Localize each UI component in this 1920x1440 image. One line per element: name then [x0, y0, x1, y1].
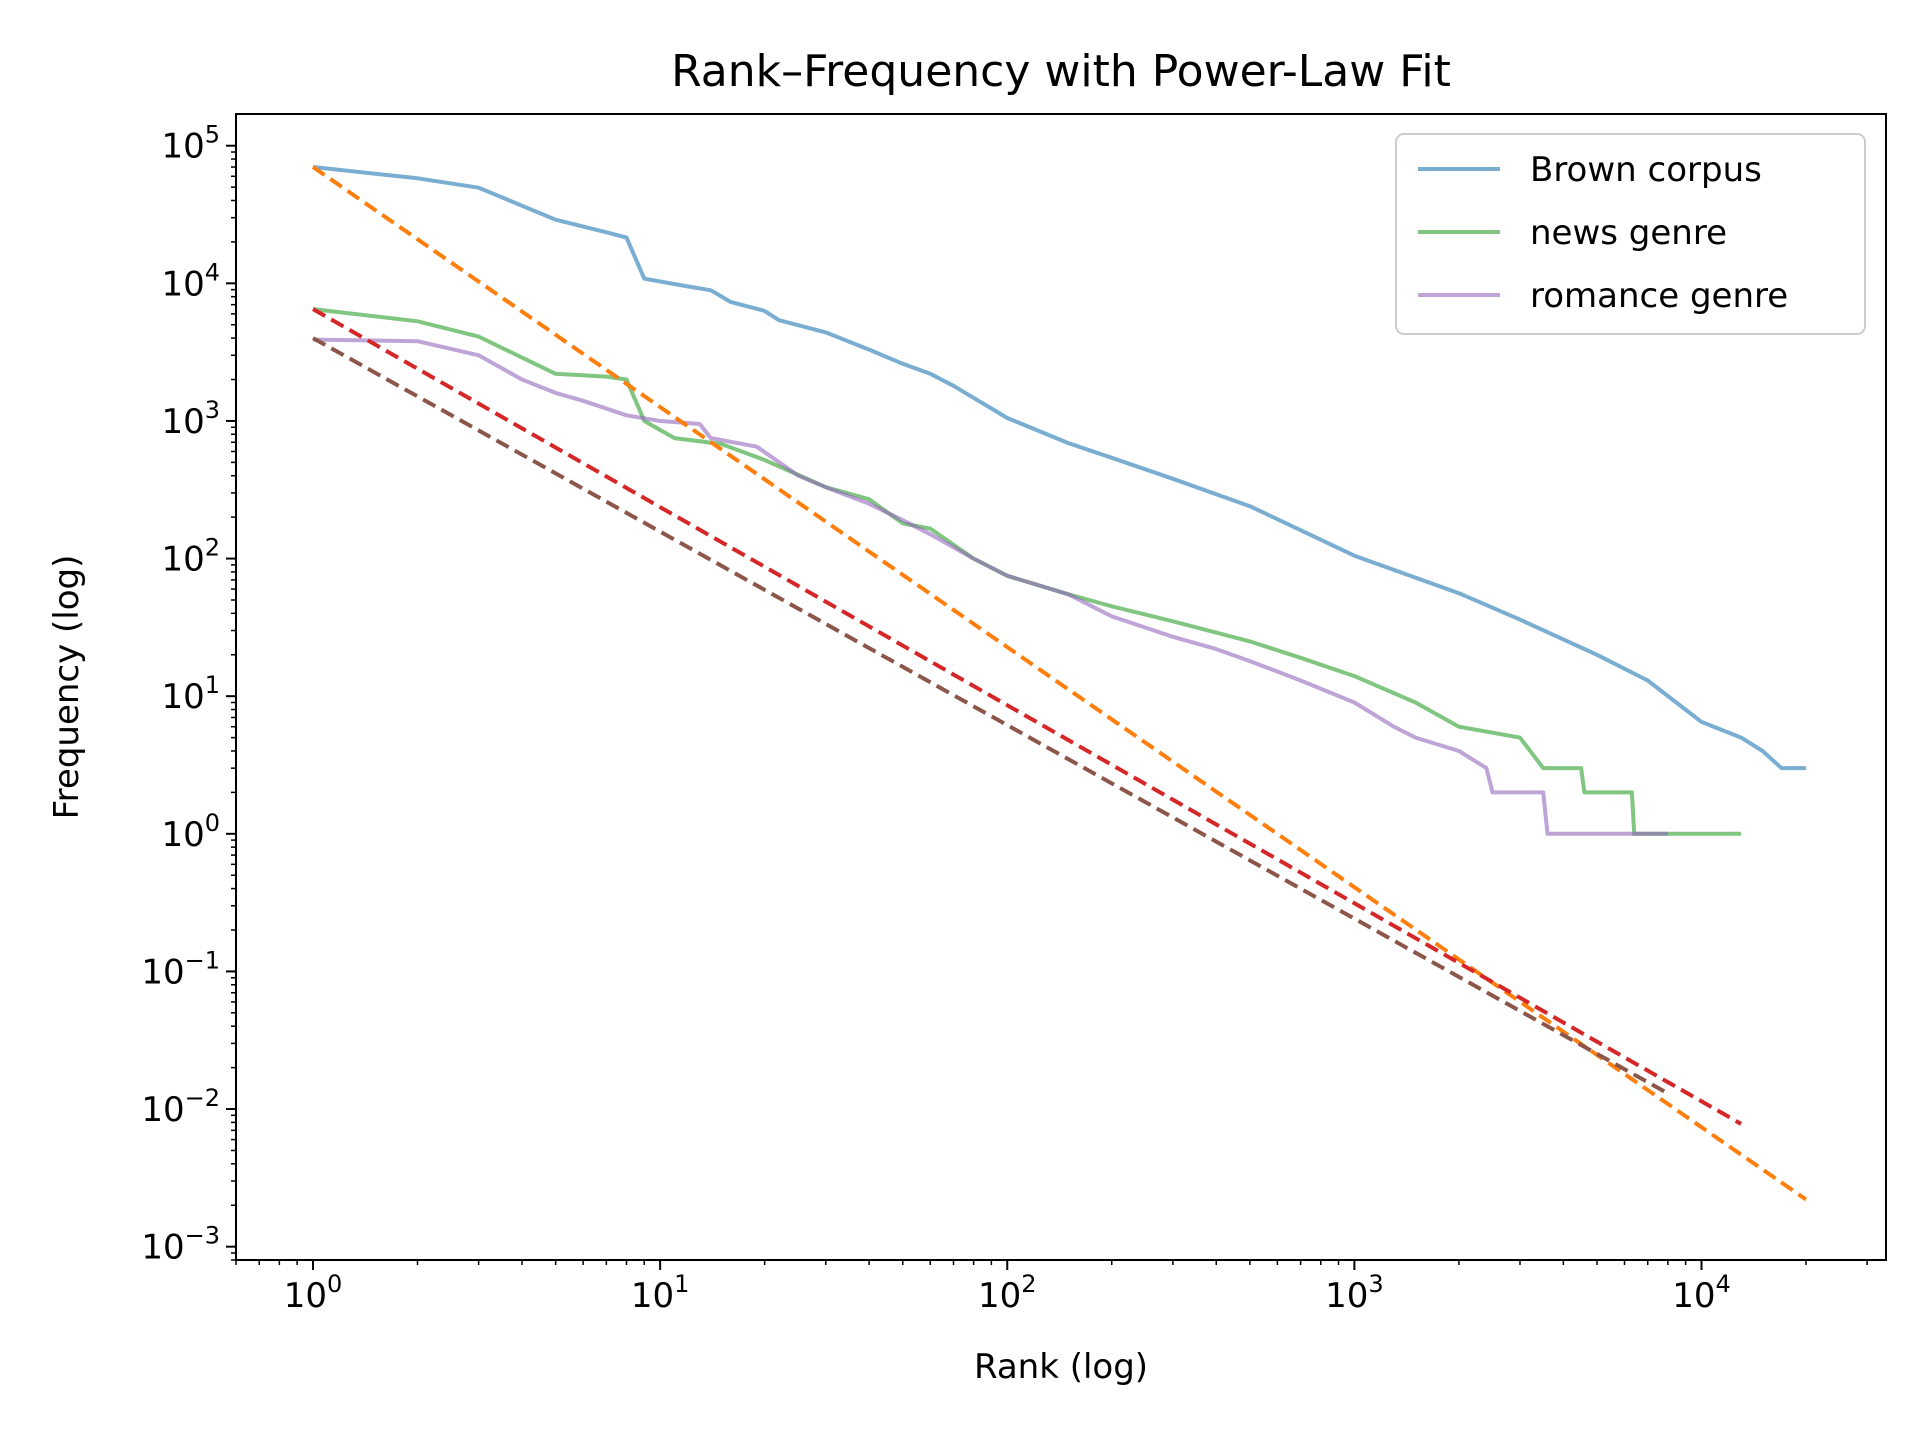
y-tick-label: 104	[161, 258, 220, 304]
fit-line-orange	[311, 165, 1808, 1202]
y-axis-ticks: 105 104 103 102 101 100 10−1 10−2 10−3	[141, 121, 236, 1268]
plot-series	[311, 165, 1808, 1202]
y-tick-label: 10−2	[141, 1084, 220, 1130]
legend-label-news-genre: news genre	[1530, 213, 1727, 253]
y-tick-label: 105	[161, 121, 220, 167]
y-tick-label: 103	[161, 396, 220, 442]
x-tick-label: 101	[631, 1270, 690, 1316]
series-line-brown-corpus	[312, 165, 1806, 771]
x-tick-label: 100	[284, 1270, 343, 1316]
legend-label-brown-corpus: Brown corpus	[1530, 150, 1762, 190]
x-tick-label: 104	[1672, 1270, 1731, 1316]
y-tick-label: 102	[161, 534, 220, 580]
y-tick-label: 10−3	[141, 1222, 220, 1268]
x-tick-label: 102	[978, 1270, 1037, 1316]
y-tick-label: 100	[161, 809, 220, 855]
x-axis-ticks: 100 101 102 103 104	[235, 1260, 1868, 1316]
x-axis-label: Rank (log)	[974, 1347, 1148, 1387]
fit-line-brown	[312, 336, 1669, 1096]
series-line-romance-genre	[312, 337, 1668, 836]
legend-label-romance-genre: romance genre	[1530, 276, 1788, 316]
fit-line-red	[312, 307, 1743, 1126]
y-tick-label: 101	[161, 671, 220, 717]
y-axis-label: Frequency (log)	[47, 555, 87, 820]
y-tick-label: 10−1	[141, 946, 220, 992]
plot-frame	[235, 113, 1887, 1261]
legend: Brown corpus news genre romance genre	[1395, 133, 1866, 335]
x-tick-label: 103	[1325, 1270, 1384, 1316]
chart-title: Rank–Frequency with Power-Law Fit	[671, 46, 1451, 97]
legend-box	[1395, 133, 1866, 335]
